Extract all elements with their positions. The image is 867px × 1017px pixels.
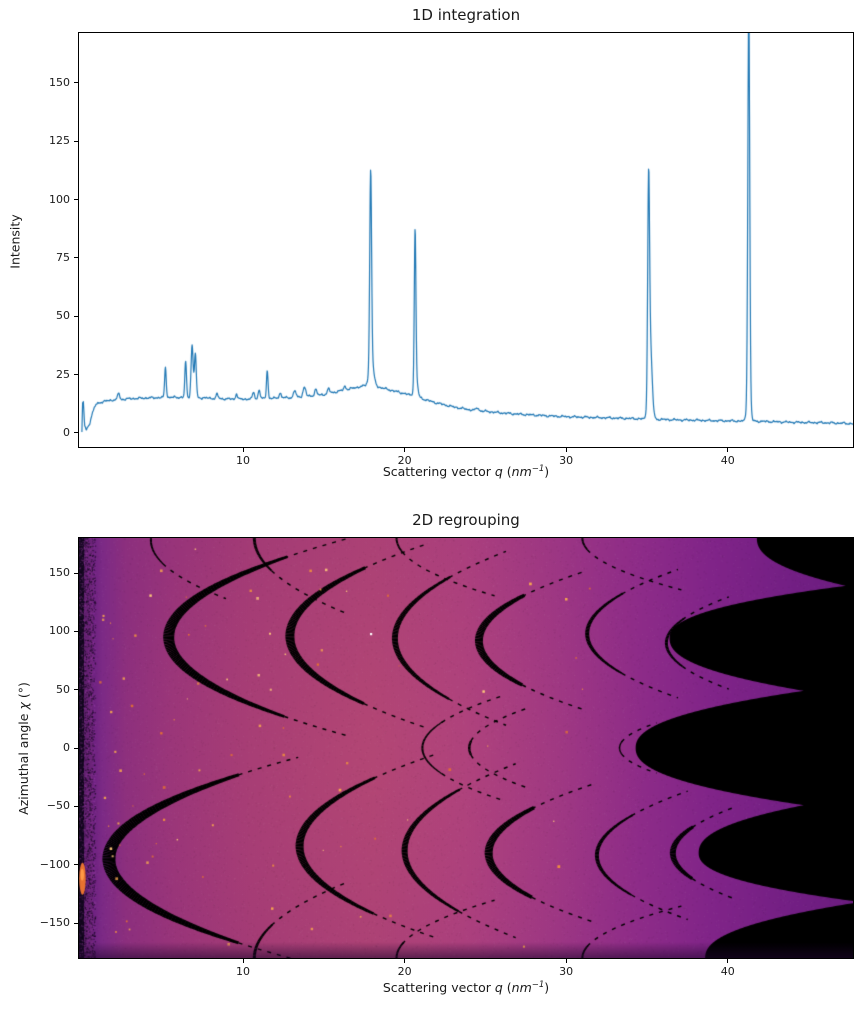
top-axes [78,32,854,448]
top-x-tick-label: 20 [397,454,412,467]
top-x-tick-mark [404,448,406,452]
top-x-tick-label: 40 [720,454,735,467]
top-y-tick-label: 150 [49,75,70,89]
bottom-y-axis-label: Azimuthal angle χ (°) [15,682,31,815]
bottom-y-tick-mark [74,689,78,691]
bottom-y-tick-label: −150 [39,916,70,929]
top-y-tick-mark [74,432,78,434]
bottom-y-tick-mark [74,572,78,574]
bottom-x-tick-label: 20 [397,965,412,978]
top-y-tick-mark [74,257,78,259]
bottom-x-axis-label: Scattering vector q (nm−1) [382,980,550,996]
top-y-tick-mark [74,315,78,317]
top-y-tick-mark [74,82,78,84]
bottom-y-tick-mark [74,630,78,632]
bottom-x-tick-label: 40 [720,965,735,978]
bottom-y-tick-label: −50 [46,799,70,813]
line-plot-canvas [79,33,853,447]
top-y-tick-mark [74,199,78,201]
top-y-tick-label: 100 [49,192,70,206]
bottom-x-tick-mark [242,959,244,963]
bottom-axes [78,537,854,959]
top-y-tick-label: 125 [49,134,70,148]
top-x-tick-mark [242,448,244,452]
bottom-x-tick-label: 10 [236,965,250,978]
top-y-tick-mark [74,374,78,376]
top-y-tick-label: 75 [56,250,70,264]
bottom-y-tick-mark [74,747,78,749]
bottom-y-tick-label: 100 [49,624,70,638]
bottom-plot-title: 2D regrouping [412,511,520,529]
top-y-tick-label: 25 [56,367,70,381]
top-x-tick-mark [727,448,729,452]
bottom-y-tick-mark [74,864,78,866]
bottom-y-tick-label: 0 [63,741,70,754]
top-x-axis-label: Scattering vector q (nm−1) [382,464,550,480]
top-x-tick-label: 10 [236,454,250,467]
top-x-tick-mark [565,448,567,452]
bottom-y-tick-mark [74,805,78,807]
bottom-x-tick-mark [727,959,729,963]
bottom-x-tick-mark [404,959,406,963]
bottom-x-tick-label: 30 [559,965,574,978]
bottom-y-tick-mark [74,922,78,924]
heatmap-canvas [79,538,853,958]
top-y-tick-label: 0 [63,425,70,439]
top-y-axis-label: Intensity [7,214,23,269]
bottom-y-tick-label: 50 [56,682,70,696]
top-x-tick-label: 30 [559,454,574,467]
bottom-x-tick-mark [565,959,567,963]
bottom-y-tick-label: −100 [39,857,70,871]
top-y-tick-label: 50 [56,309,70,323]
top-y-tick-mark [74,140,78,142]
bottom-y-tick-label: 150 [49,566,70,579]
top-plot-title: 1D integration [411,6,521,24]
